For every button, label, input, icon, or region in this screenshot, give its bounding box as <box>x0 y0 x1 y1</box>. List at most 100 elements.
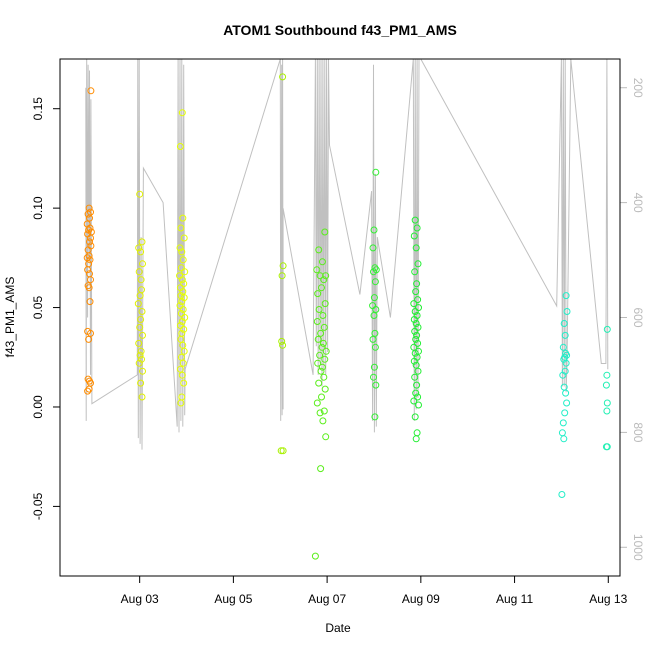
data-point <box>136 351 144 359</box>
data-point <box>414 296 422 304</box>
data-point <box>415 401 422 409</box>
data-point <box>560 355 568 363</box>
data-point <box>370 226 378 234</box>
data-point <box>413 224 421 232</box>
y-tick-label: 0.05 <box>31 296 45 320</box>
data-point <box>277 447 285 455</box>
data-point <box>178 393 186 401</box>
data-point <box>137 347 145 355</box>
data-point <box>137 379 145 387</box>
x-tick-label: Aug 07 <box>308 592 346 606</box>
data-point <box>412 435 420 443</box>
data-point <box>372 168 380 176</box>
data-point <box>135 244 143 252</box>
data-point <box>137 276 145 284</box>
data-point <box>560 320 568 327</box>
y2-tick-label: 1000 <box>631 534 645 561</box>
data-point <box>371 278 379 286</box>
data-point <box>412 335 420 343</box>
data-point <box>180 347 188 355</box>
data-point <box>178 276 186 284</box>
data-point <box>411 268 419 276</box>
data-point <box>372 381 380 389</box>
data-point <box>180 325 188 333</box>
data-point <box>179 359 187 367</box>
data-point <box>412 288 420 296</box>
data-point <box>86 238 93 246</box>
data-point <box>85 335 93 343</box>
data-point <box>317 465 325 473</box>
data-point <box>176 365 184 373</box>
y-tick-label: 0.15 <box>31 97 45 121</box>
data-point <box>315 379 323 387</box>
secondary-line <box>85 59 609 450</box>
y-tick-label: -0.05 <box>31 492 45 520</box>
data-point <box>87 329 94 337</box>
x-tick-label: Aug 13 <box>589 592 627 606</box>
series-4 <box>311 228 330 560</box>
data-point <box>137 248 145 256</box>
data-point <box>411 373 419 381</box>
data-point <box>138 355 145 363</box>
data-point <box>371 264 379 272</box>
data-point <box>559 419 567 427</box>
data-point <box>410 300 418 308</box>
data-point <box>320 373 328 381</box>
data-point <box>86 224 94 232</box>
data-point <box>178 371 186 379</box>
data-point <box>314 335 322 343</box>
y2-tick-label: 600 <box>631 307 645 327</box>
data-point <box>135 268 143 276</box>
data-point <box>318 284 325 292</box>
data-point <box>559 343 567 351</box>
data-point <box>139 260 146 268</box>
x-tick-label: Aug 09 <box>402 592 440 606</box>
data-point <box>602 381 610 389</box>
data-point <box>413 381 421 389</box>
data-point <box>278 272 286 280</box>
x-tick-label: Aug 11 <box>496 592 533 606</box>
data-point <box>320 276 328 284</box>
data-point <box>370 363 378 371</box>
y-tick-label: 0.00 <box>31 395 45 419</box>
data-point <box>322 433 330 441</box>
data-point <box>558 429 566 437</box>
data-point <box>87 87 95 95</box>
data-point <box>316 409 324 417</box>
data-point <box>136 292 144 300</box>
data-point <box>135 359 143 367</box>
data-point <box>370 294 378 302</box>
data-point <box>181 268 189 276</box>
data-point <box>321 385 329 393</box>
data-point <box>178 318 186 325</box>
data-point <box>313 266 321 274</box>
data-point <box>371 329 379 337</box>
data-point <box>315 246 323 254</box>
x-axis-label: Date <box>325 621 351 635</box>
series-7 <box>558 292 571 498</box>
data-point <box>411 216 419 224</box>
data-point <box>370 312 378 319</box>
data-point <box>412 320 420 327</box>
data-point <box>317 367 325 375</box>
data-point <box>370 373 377 381</box>
data-point <box>138 238 146 246</box>
data-point <box>136 190 144 198</box>
data-point <box>84 387 92 395</box>
axes: Aug 03 Aug 05 Aug 07 Aug 09 Aug 11 Aug 13 -0.0… <box>31 78 645 606</box>
data-point <box>560 435 568 443</box>
data-point <box>603 399 611 407</box>
data-point <box>319 339 327 347</box>
y2-tick-label: 400 <box>631 193 645 213</box>
data-point <box>411 308 419 315</box>
data-point <box>86 256 94 264</box>
data-point <box>84 210 92 218</box>
data-point <box>179 306 187 313</box>
data-point <box>137 316 145 323</box>
data-point <box>410 316 418 323</box>
data-point <box>321 228 329 236</box>
y-axis-label: f43_PM1_AMS <box>3 277 17 358</box>
data-point <box>413 280 421 288</box>
data-point <box>315 306 323 313</box>
